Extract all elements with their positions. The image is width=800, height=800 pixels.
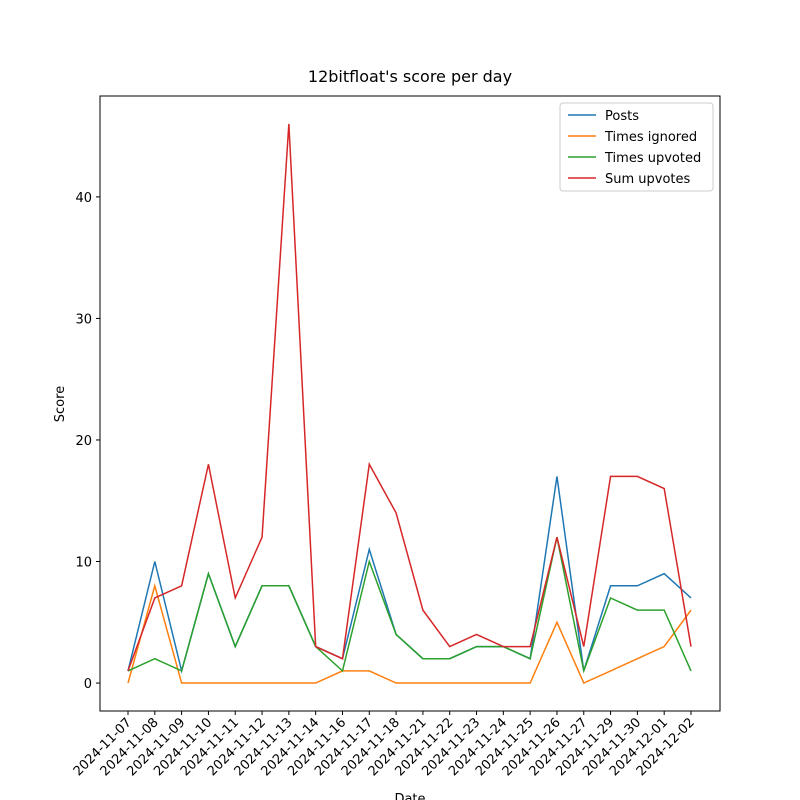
- plot-area: [99, 95, 721, 712]
- y-tick-label: 20: [75, 434, 92, 449]
- legend-label: Posts: [605, 109, 639, 124]
- y-tick-label: 10: [75, 556, 92, 571]
- chart-title: 12bitfloat's score per day: [308, 67, 512, 86]
- y-tick-label: 0: [84, 677, 92, 692]
- legend-label: Sum upvotes: [605, 172, 691, 187]
- legend-box: [559, 102, 714, 192]
- y-tick-label: 30: [75, 312, 92, 327]
- legend: Posts Times ignored Times upvoted Sum upvot…: [559, 102, 714, 192]
- line-series: [127, 582, 692, 685]
- line-series: [127, 537, 692, 674]
- y-axis-label: Score: [53, 386, 68, 422]
- x-axis-label: Date: [394, 792, 425, 800]
- legend-label: Times ignored: [604, 130, 697, 145]
- legend-label: Times upvoted: [604, 151, 701, 166]
- line-series: [127, 123, 692, 672]
- y-tick-label: 40: [75, 191, 92, 206]
